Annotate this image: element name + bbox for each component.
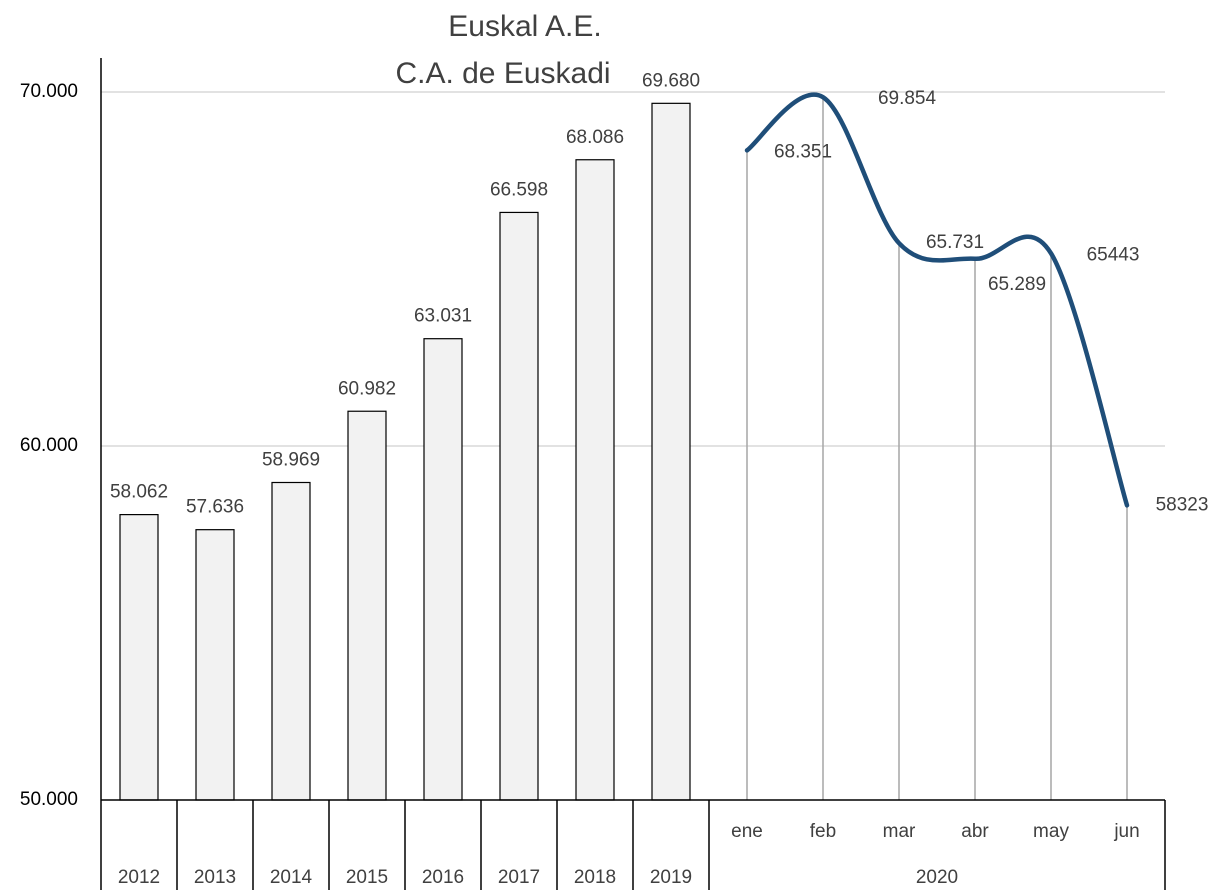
bar <box>271 481 311 801</box>
bar <box>119 514 159 801</box>
data-label: 65443 <box>1087 244 1140 265</box>
x-tick-label: 2014 <box>270 867 313 888</box>
x-tick-label: may <box>1033 821 1069 842</box>
data-label: 69.854 <box>878 88 937 109</box>
x-tick-label: jun <box>1113 821 1139 842</box>
x-tick-label: 2018 <box>574 867 616 888</box>
data-label: 68.351 <box>774 141 832 162</box>
data-label: 65.731 <box>926 232 984 253</box>
data-label: 66.598 <box>490 179 548 200</box>
data-label: 57.636 <box>186 497 244 518</box>
y-tick-label: 50.000 <box>20 789 78 810</box>
x-tick-label: 2019 <box>650 867 692 888</box>
chart-subtitle: C.A. de Euskadi <box>395 57 610 90</box>
x-tick-label: abr <box>961 821 989 842</box>
group-label: 2020 <box>916 867 958 888</box>
x-tick-label: 2013 <box>194 867 236 888</box>
data-label: 68.086 <box>566 127 624 148</box>
y-tick-label: 70.000 <box>20 81 78 102</box>
x-tick-label: feb <box>810 821 836 842</box>
y-tick-label: 60.000 <box>20 435 78 456</box>
data-label: 63.031 <box>414 306 472 327</box>
x-tick-label: 2017 <box>498 867 540 888</box>
bar <box>347 410 387 801</box>
data-label: 65.289 <box>988 274 1046 295</box>
data-label: 58323 <box>1156 494 1208 515</box>
bar <box>423 338 463 801</box>
line <box>744 92 1130 508</box>
x-tick-label: 2016 <box>422 867 464 888</box>
x-tick-label: 2015 <box>346 867 388 888</box>
bar <box>575 159 615 801</box>
bar <box>499 211 539 801</box>
x-tick-label: 2012 <box>118 867 160 888</box>
bar <box>651 102 691 801</box>
data-label: 69.680 <box>642 70 700 91</box>
data-label: 60.982 <box>338 378 396 399</box>
data-label: 58.062 <box>110 482 168 503</box>
x-tick-label: mar <box>883 821 916 842</box>
bar <box>195 529 235 801</box>
x-tick-label: ene <box>731 821 763 842</box>
chart-title: Euskal A.E. <box>448 10 601 43</box>
data-label: 58.969 <box>262 450 320 471</box>
